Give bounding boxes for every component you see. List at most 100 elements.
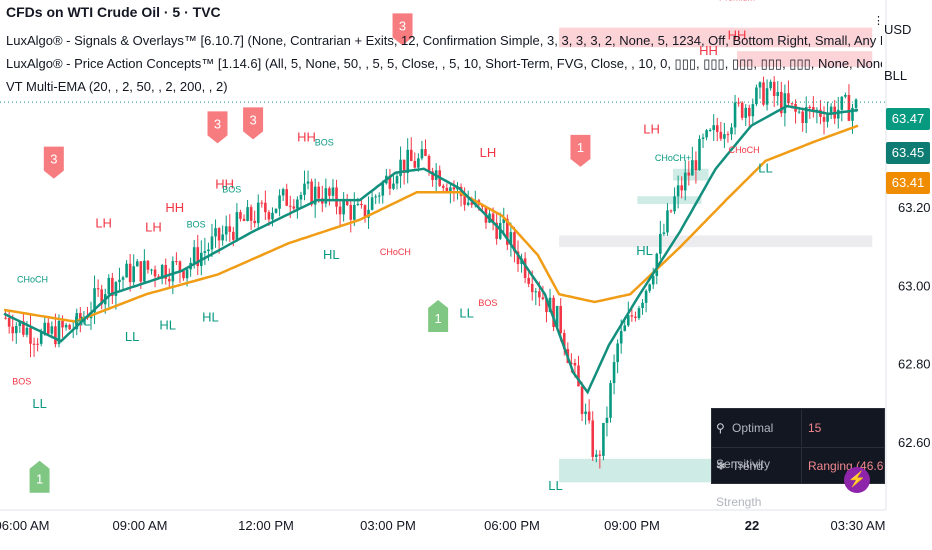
indicator-legend-price-action[interactable]: LuxAlgo® - Price Action Concepts™ [1.14.… — [6, 56, 882, 71]
candle-body — [402, 159, 406, 174]
candle-body — [431, 171, 434, 180]
candle-body — [178, 261, 182, 271]
candle-body — [111, 277, 114, 296]
candle-body — [726, 134, 730, 136]
time-tick-label: 12:00 PM — [238, 518, 294, 533]
candle-body — [342, 199, 345, 215]
candle-body — [662, 232, 666, 234]
candle-body — [605, 417, 609, 423]
dashboard-label-trend: Trend Strength — [716, 459, 763, 509]
dashboard-row-sensitivity: ⚲ Optimal Sensitivity 15 — [712, 410, 884, 471]
candle-body — [11, 326, 15, 334]
candle-body — [299, 194, 303, 200]
signal-count: 3 — [214, 116, 221, 131]
candle-body — [612, 362, 616, 384]
candle-body — [491, 213, 495, 223]
candle-body — [221, 234, 224, 241]
structure-label: BOS — [478, 298, 497, 308]
structure-label: HH — [297, 129, 316, 144]
candle-body — [7, 317, 11, 327]
candle-body — [712, 125, 716, 130]
candle-body — [527, 277, 530, 284]
candle-body — [495, 222, 498, 239]
price-tick-label: 62.80 — [898, 357, 931, 372]
candle-body — [121, 277, 125, 280]
candle-body — [377, 195, 381, 197]
candle-body — [118, 279, 121, 283]
candle-body — [68, 324, 71, 330]
candle-body — [826, 113, 829, 122]
candle-body — [669, 210, 673, 212]
unit-label[interactable]: BLL — [884, 68, 908, 83]
candle-body — [427, 155, 431, 172]
candle-body — [755, 87, 758, 105]
zone-box — [559, 27, 873, 48]
bullish-signal-marker: 1 — [428, 300, 449, 333]
structure-label: LL — [758, 161, 772, 176]
candle-body — [292, 206, 296, 209]
structure-label: LL — [125, 329, 139, 344]
candle-body — [424, 149, 427, 156]
candle-body — [758, 82, 762, 88]
candle-body — [420, 149, 424, 159]
candle-body — [452, 187, 456, 190]
candle-body — [210, 236, 214, 250]
candle-body — [267, 212, 271, 220]
symbol-title[interactable]: CFDs on WTI Crude Oil · 5 · TVC — [6, 4, 221, 20]
candle-body — [666, 210, 669, 233]
structure-label: Premium — [719, 0, 755, 2]
time-tick-label: 06:00 AM — [0, 518, 49, 533]
candle-body — [591, 420, 595, 457]
price-tag-last: 63.47 — [886, 108, 930, 130]
candle-body — [167, 278, 171, 282]
candle-body — [146, 260, 150, 270]
candle-body — [281, 189, 285, 196]
candle-body — [328, 188, 331, 196]
zone-box — [637, 196, 702, 205]
candle-body — [310, 181, 313, 205]
indicator-legend-multi-ema[interactable]: VT Multi-EMA (20, , 2, 50, , 2, 200, , 2… — [6, 79, 228, 94]
candle-body — [559, 305, 562, 334]
candle-body — [523, 258, 527, 278]
candle-body — [570, 362, 573, 364]
candle-body — [627, 315, 630, 326]
candle-body — [776, 91, 780, 96]
candle-body — [573, 362, 577, 366]
candle-body — [417, 158, 420, 168]
candle-body — [851, 107, 854, 121]
zone-box — [559, 235, 873, 248]
candle-body — [740, 102, 744, 118]
price-tag-ema20: 63.45 — [886, 142, 930, 164]
signal-count: 3 — [399, 18, 406, 33]
lightning-icon[interactable]: ⚡ — [844, 467, 870, 493]
currency-label[interactable]: USD — [884, 22, 912, 37]
candle-body — [182, 270, 185, 279]
candle-body — [577, 365, 580, 387]
candle-body — [345, 199, 349, 205]
dashboard-value-sensitivity: 15 — [808, 421, 822, 435]
price-tag-ema50: 63.41 — [886, 172, 930, 194]
more-menu-icon[interactable]: ⋮ — [873, 15, 884, 27]
candle-body — [313, 186, 317, 205]
candle-body — [132, 266, 135, 283]
structure-label: BOS — [187, 220, 206, 230]
candle-body — [765, 88, 769, 105]
candle-body — [840, 96, 844, 110]
candle-body — [388, 175, 392, 189]
candle-body — [150, 269, 153, 271]
indicator-legend-signals-overlays[interactable]: LuxAlgo® - Signals & Overlays™ [6.10.7] … — [6, 33, 882, 48]
candle-body — [584, 411, 587, 415]
candle-body — [691, 160, 694, 176]
candle-body — [829, 106, 833, 114]
candle-body — [356, 203, 360, 205]
signal-count: 1 — [434, 311, 441, 326]
candle-body — [395, 176, 399, 184]
search-icon: ⚲ — [716, 421, 725, 435]
candle-body — [317, 186, 321, 199]
candle-body — [701, 137, 705, 139]
candle-body — [43, 322, 47, 333]
signal-count: 1 — [36, 472, 43, 487]
candle-body — [783, 93, 787, 114]
candle-body — [57, 320, 61, 345]
